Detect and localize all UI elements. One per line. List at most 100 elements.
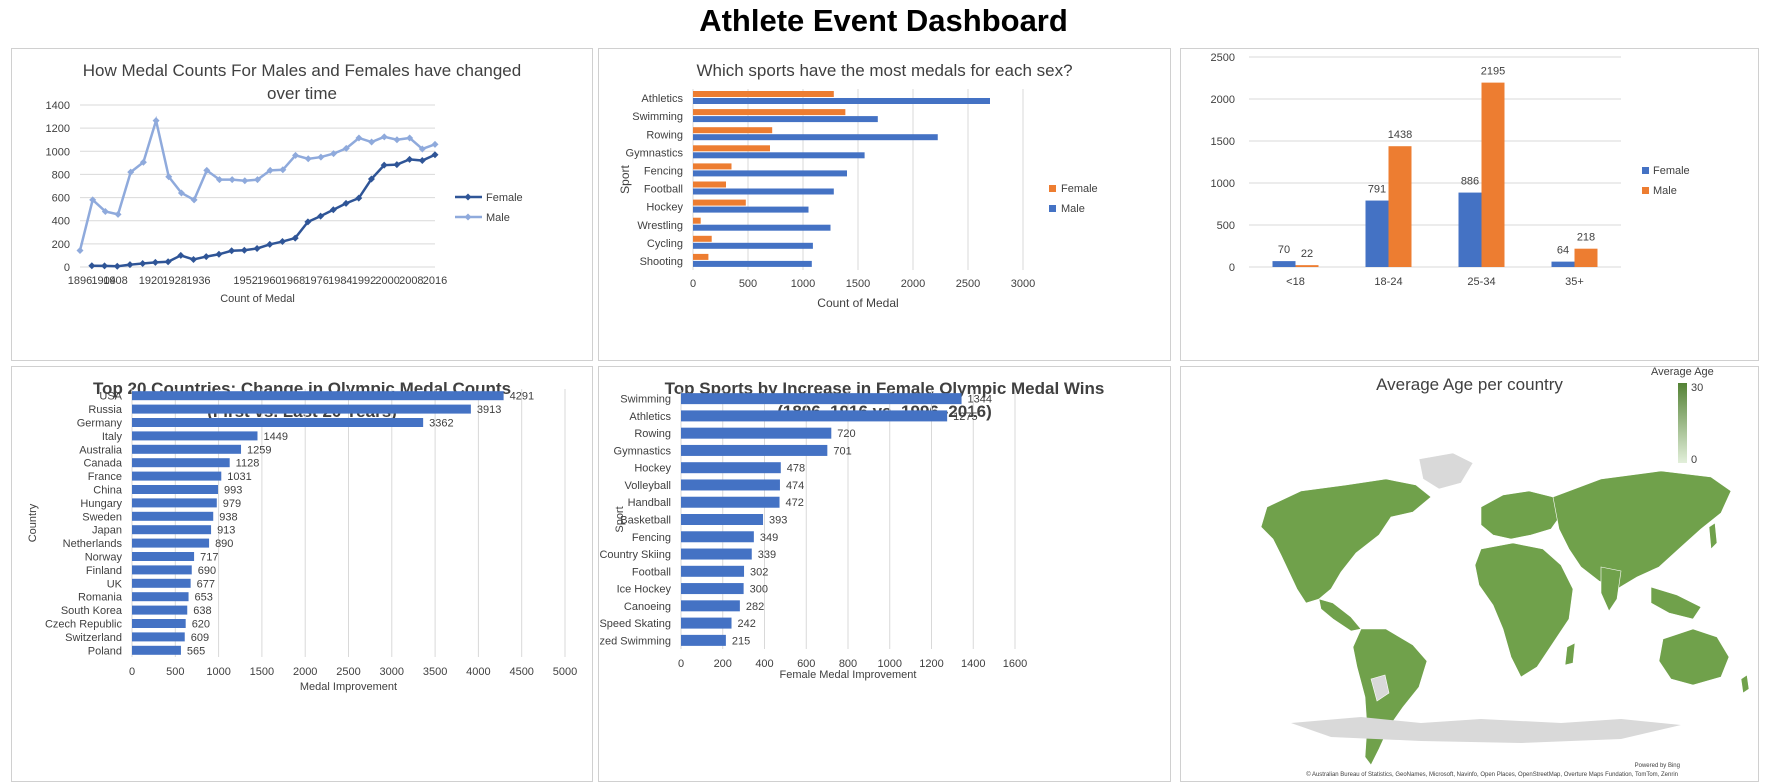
- data-label: 218: [1577, 232, 1595, 244]
- x-tick-label: 800: [839, 658, 857, 670]
- y-tick-label: Handball: [628, 497, 671, 509]
- x-tick-label: 5000: [553, 666, 577, 678]
- y-tick-label: Swimming: [632, 111, 683, 123]
- map-new-zealand: [1740, 674, 1750, 694]
- map-attribution: © Australian Bureau of Statistics, GeoNa…: [1306, 772, 1678, 778]
- data-point-female: [88, 262, 96, 270]
- x-tick-label: 4500: [509, 666, 533, 678]
- legend-marker-female: [464, 193, 472, 201]
- bar: [681, 444, 828, 456]
- data-point-female: [101, 262, 109, 270]
- x-tick-label: 4000: [466, 666, 490, 678]
- bar-female: [1551, 261, 1575, 267]
- data-label: 302: [750, 566, 768, 578]
- y-tick-label: Czech Republic: [45, 619, 123, 631]
- data-point-female: [139, 260, 147, 268]
- data-point-female: [393, 161, 401, 169]
- x-tick-label: 1400: [961, 658, 985, 670]
- y-tick-label: Finland: [86, 565, 122, 577]
- data-label: 717: [200, 552, 218, 564]
- y-tick-label: Poland: [88, 645, 122, 657]
- data-label: 677: [197, 578, 215, 590]
- y-tick-label: Italy: [102, 431, 123, 443]
- y-tick-label: Athletics: [629, 411, 671, 423]
- y-tick-label: 2500: [1211, 52, 1235, 64]
- data-point-male: [241, 177, 249, 185]
- data-label: 393: [769, 515, 787, 527]
- data-point-male: [342, 144, 350, 152]
- x-tick-label: 1200: [919, 658, 943, 670]
- y-tick-label: Athletics: [641, 93, 683, 105]
- bar-female: [1365, 200, 1389, 267]
- y-tick-label: 1000: [46, 146, 70, 158]
- y-tick-label: South Korea: [61, 605, 123, 617]
- data-point-male: [228, 176, 236, 184]
- bar: [132, 458, 230, 468]
- bar-female: [693, 235, 712, 242]
- data-point-female: [278, 238, 286, 246]
- data-label: 478: [787, 463, 805, 475]
- map-legend-title: Average Age: [1651, 367, 1714, 378]
- bar: [132, 485, 218, 494]
- bar-female: [693, 127, 773, 134]
- legend-label-male: Male: [1061, 203, 1085, 215]
- bar-male: [693, 134, 938, 141]
- data-point-female: [367, 175, 375, 183]
- x-tick-label: 600: [797, 658, 815, 670]
- x-tick-label: 2016: [423, 275, 447, 287]
- y-tick-label: Canoeing: [624, 601, 671, 613]
- data-label: 349: [760, 532, 778, 544]
- x-tick-label: 1896: [68, 275, 92, 287]
- map-legend-max: 30: [1691, 382, 1703, 394]
- bar: [132, 404, 471, 414]
- y-tick-label: Netherlands: [63, 538, 123, 550]
- map-south-america: [1352, 628, 1428, 766]
- y-tick-label: Gymnastics: [626, 147, 684, 159]
- y-tick-label: Gymnastics: [614, 445, 672, 457]
- data-point-male: [165, 173, 173, 181]
- data-label: 300: [750, 584, 768, 596]
- x-tick-label: 3000: [380, 666, 404, 678]
- legend-swatch-male: [1049, 205, 1056, 212]
- world-map[interactable]: Average Age 30 0: [1181, 367, 1759, 782]
- y-tick-label: Shooting: [640, 256, 683, 268]
- data-label: 913: [217, 525, 235, 537]
- y-tick-label: 600: [52, 193, 70, 205]
- bar: [132, 592, 189, 602]
- map-india: [1600, 566, 1622, 612]
- data-label: 638: [193, 605, 211, 617]
- y-tick-label: Rowing: [646, 129, 683, 141]
- data-label: 609: [191, 632, 209, 644]
- y-axis-title: Sport: [614, 506, 626, 532]
- bar: [132, 645, 181, 655]
- data-point-male: [152, 117, 160, 125]
- map-central-america: [1318, 598, 1362, 632]
- bar-female: [1458, 192, 1482, 267]
- data-point-female: [304, 218, 312, 226]
- bar: [132, 391, 504, 401]
- y-tick-label: USA: [99, 391, 122, 403]
- data-point-male: [89, 196, 97, 204]
- y-tick-label: Germany: [77, 418, 123, 430]
- y-tick-label: Fencing: [644, 165, 683, 177]
- dashboard-title: Athlete Event Dashboard: [699, 3, 1068, 38]
- y-tick-label: France: [88, 471, 122, 483]
- data-label: 22: [1301, 248, 1313, 260]
- data-point-female: [266, 240, 274, 248]
- data-point-female: [164, 258, 172, 266]
- data-label: 653: [195, 592, 213, 604]
- data-point-male: [76, 246, 84, 254]
- series-line-female: [91, 153, 436, 268]
- bar: [132, 578, 191, 588]
- x-tick-label: 0: [129, 666, 135, 678]
- age-map-title: Average Age per country: [1376, 375, 1563, 394]
- data-point-male: [317, 153, 325, 161]
- data-point-female: [177, 251, 185, 259]
- bar: [132, 605, 188, 615]
- y-tick-label: Sweden: [82, 511, 122, 523]
- y-tick-label: Hockey: [646, 202, 683, 214]
- y-tick-label: Hungary: [80, 498, 122, 510]
- data-point-male: [190, 196, 198, 204]
- y-tick-label: Norway: [85, 552, 123, 564]
- bar: [132, 511, 214, 521]
